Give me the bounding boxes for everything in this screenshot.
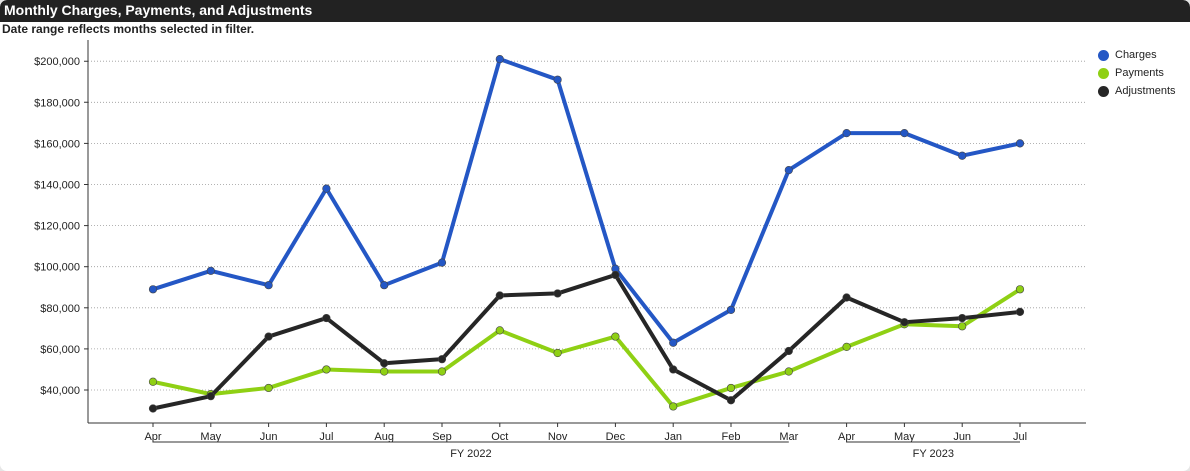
chart-subtitle: Date range reflects months selected in f… [2,22,255,36]
adjustments-point [264,332,273,341]
adjustments-point [958,313,967,323]
payments-point [1015,285,1025,294]
x-tick-label: Sep [432,431,452,443]
x-tick-label: Jul [319,431,333,443]
adjustments-point [900,318,909,327]
charges-point [553,75,562,84]
adjustments-point [206,392,215,401]
adjustments-point [842,293,851,302]
x-tick-label: Apr [838,431,855,443]
charges-point [900,129,909,138]
charges-point [958,151,967,160]
charges-point [726,305,736,314]
adjustments-point [148,404,158,413]
legend-label-charges: Charges [1115,49,1157,61]
adjustments-point [322,313,331,323]
y-tick-label: $120,000 [34,221,80,233]
payments-point [380,367,389,376]
charges-point [264,281,273,290]
charges-point [842,129,851,138]
y-tick-label: $40,000 [40,385,80,397]
charges-point [322,184,331,193]
payments-point [842,342,851,351]
legend: Charges Payments Adjustments [1098,46,1176,100]
adjustments-point [553,289,562,298]
y-tick-label: $80,000 [40,303,80,315]
adjustments-point [495,291,504,300]
charges-point [784,166,793,175]
payments-point [611,332,620,341]
payments-line [151,287,1022,409]
y-tick-label: $160,000 [34,138,80,150]
charges-point [148,285,158,294]
fiscal-year-label: FY 2022 [450,448,491,460]
adjustments-point [726,396,736,405]
x-tick-label: Jun [953,431,971,443]
charges-point [206,266,215,275]
y-tick-label: $60,000 [40,344,80,356]
fiscal-year-label: FY 2023 [913,448,954,460]
legend-item-adjustments[interactable]: Adjustments [1098,82,1176,100]
x-tick-label: Jun [260,431,278,443]
legend-item-charges[interactable]: Charges [1098,46,1176,64]
y-tick-label: $200,000 [34,56,80,68]
chart-title: Monthly Charges, Payments, and Adjustmen… [4,2,313,18]
x-tick-label: Dec [606,431,626,443]
x-tick-label: Apr [144,431,161,443]
payments-point [726,383,736,393]
payments-point [437,367,447,376]
x-tick-label: May [200,431,221,443]
x-tick-label: May [894,431,915,443]
legend-swatch-payments [1098,67,1109,79]
adjustments-point [437,355,447,364]
adjustments-point [784,346,793,356]
adjustments-point [611,270,620,280]
title-bar: Monthly Charges, Payments, and Adjustmen… [0,0,1190,22]
y-tick-label: $100,000 [34,262,80,274]
payments-point [322,365,331,374]
x-tick-label: Mar [779,431,798,443]
legend-item-payments[interactable]: Payments [1098,64,1176,82]
payments-point [784,367,793,376]
adjustments-line [151,272,1022,411]
x-tick-label: Jan [664,431,682,443]
x-tick-label: Oct [491,431,508,443]
adjustments-point [380,359,389,368]
payments-point [148,377,158,386]
legend-swatch-charges [1098,49,1109,61]
adjustments-point [1015,307,1025,317]
x-tick-label: Aug [374,431,394,443]
charges-point [1015,139,1025,148]
payments-point [264,383,273,393]
legend-label-payments: Payments [1115,67,1164,79]
charges-point [437,258,447,267]
adjustments-point [669,365,678,374]
x-tick-label: Jul [1013,431,1027,443]
charges-point [495,55,504,64]
legend-label-adjustments: Adjustments [1115,85,1176,97]
y-tick-label: $140,000 [34,180,80,192]
x-tick-label: Nov [548,431,568,443]
charges-point [380,281,389,290]
charges-line [151,57,1022,345]
charges-point [669,338,678,347]
payments-point [553,348,562,358]
payments-point [669,402,678,411]
y-tick-label: $180,000 [34,97,80,109]
payments-point [958,322,967,331]
x-tick-label: Feb [722,431,741,443]
legend-swatch-adjustments [1098,85,1109,97]
payments-point [495,326,504,335]
